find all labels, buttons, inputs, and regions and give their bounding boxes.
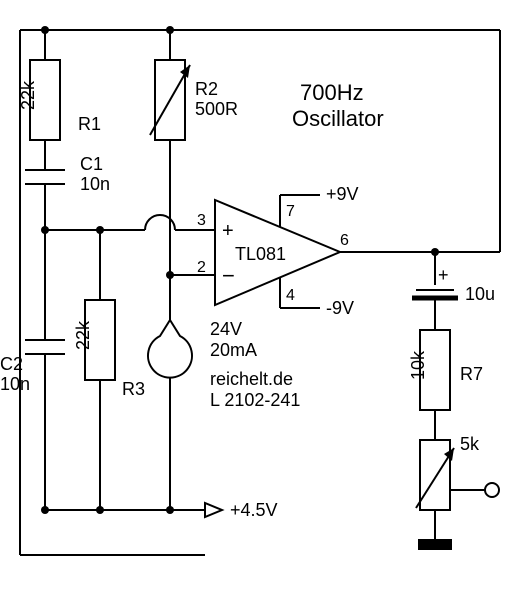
r7-ref: R7 — [460, 364, 483, 384]
opamp-name: TL081 — [235, 244, 286, 264]
title-line1: 700Hz — [300, 80, 364, 105]
r8-value: 5k — [460, 434, 480, 454]
vbias-label: +4.5V — [230, 500, 278, 520]
opamp-pin4: 4 — [286, 287, 295, 304]
title-line2: Oscillator — [292, 106, 384, 131]
r1-value: 22k — [18, 80, 38, 110]
cout-plus: + — [438, 265, 449, 285]
r2-ref: R2 — [195, 79, 218, 99]
lamp-part: L 2102-241 — [210, 390, 300, 410]
r2-value: 500R — [195, 99, 238, 119]
cout-value: 10u — [465, 284, 495, 304]
opamp-pin2: 2 — [197, 259, 206, 276]
c2-ref: C2 — [0, 354, 23, 374]
opamp-pin6: 6 — [340, 232, 349, 249]
opamp-vpos: +9V — [326, 184, 359, 204]
lamp-src: reichelt.de — [210, 369, 293, 389]
r7-value: 10k — [408, 350, 428, 380]
c1-value: 10n — [80, 174, 110, 194]
opamp-pin3: 3 — [197, 212, 206, 229]
opamp-plus: + — [222, 220, 234, 242]
opamp-minus: − — [222, 263, 235, 288]
opamp-vneg: -9V — [326, 298, 354, 318]
c2-value: 10n — [0, 374, 30, 394]
r1-label: R1 — [78, 114, 101, 134]
r3-ref: R3 — [122, 379, 145, 399]
c1-ref: C1 — [80, 154, 103, 174]
opamp-pin7: 7 — [286, 203, 295, 220]
lamp-i: 20mA — [210, 340, 257, 360]
r3-value: 22k — [73, 320, 93, 350]
lamp-v: 24V — [210, 319, 242, 339]
